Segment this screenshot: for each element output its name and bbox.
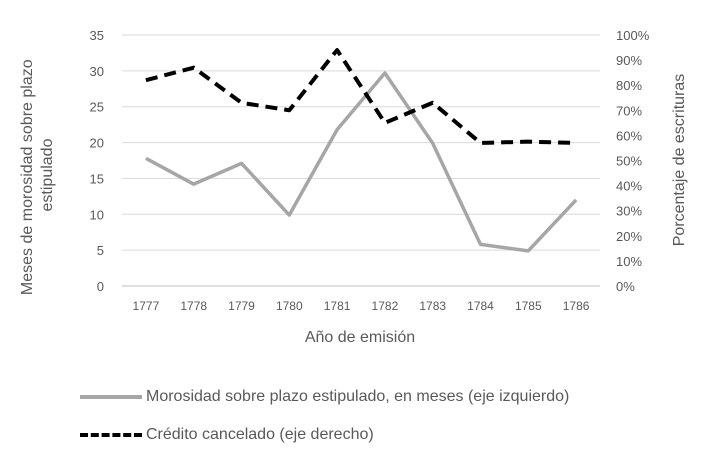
x-tick-label: 1781: [324, 299, 351, 313]
left-tick-label: 30: [90, 64, 104, 79]
right-axis-title: Porcentaje de escrituras: [671, 74, 688, 247]
legend-item-morosidad: Morosidad sobre plazo estipulado, en mes…: [80, 384, 700, 410]
x-tick-label: 1784: [467, 299, 494, 313]
right-tick-label: 0%: [616, 279, 635, 294]
x-axis-ticks: 1777 1778 1779 1780 1781 1782 1783 1784 1785 1786: [133, 299, 590, 313]
gridlines: [122, 34, 600, 287]
x-tick-label: 1780: [276, 299, 303, 313]
x-tick-label: 1785: [515, 299, 542, 313]
left-axis-title: Meses de morosidad sobre plazo estipulad…: [19, 55, 56, 295]
right-tick-label: 30%: [616, 204, 642, 219]
legend-label-credito: Crédito cancelado (eje derecho): [146, 426, 374, 443]
x-tick-label: 1778: [180, 299, 207, 313]
legend-swatch-dashed: [80, 433, 142, 437]
legend: Morosidad sobre plazo estipulado, en mes…: [80, 384, 700, 448]
right-tick-label: 20%: [616, 229, 642, 244]
left-tick-label: 25: [90, 100, 104, 115]
left-axis-ticks: 0 5 10 15 20 25 30 35: [90, 28, 104, 294]
right-tick-label: 50%: [616, 154, 642, 169]
left-tick-label: 10: [90, 207, 104, 222]
left-tick-label: 5: [97, 243, 104, 258]
right-tick-label: 90%: [616, 53, 642, 68]
left-axis-title-line2: estipulado: [39, 138, 56, 211]
legend-item-credito: Crédito cancelado (eje derecho): [80, 422, 700, 448]
line-chart: 0 5 10 15 20 25 30 35 0% 10% 20% 30% 40% 50% 60% 70% 80…: [19, 28, 688, 346]
right-tick-label: 60%: [616, 128, 642, 143]
left-tick-label: 35: [90, 28, 104, 43]
x-tick-label: 1779: [228, 299, 255, 313]
left-tick-label: 20: [90, 136, 104, 151]
right-tick-label: 10%: [616, 254, 642, 269]
x-tick-label: 1786: [563, 299, 590, 313]
left-axis-title-line1: Meses de morosidad sobre plazo: [19, 59, 36, 295]
series-lines: [145, 48, 578, 253]
right-axis-ticks: 0% 10% 20% 30% 40% 50% 60% 70% 80% 90% 100%: [616, 28, 650, 294]
right-tick-label: 40%: [616, 179, 642, 194]
right-tick-label: 70%: [616, 103, 642, 118]
legend-label-morosidad: Morosidad sobre plazo estipulado, en mes…: [146, 388, 570, 405]
x-tick-label: 1783: [419, 299, 446, 313]
left-tick-label: 0: [97, 279, 104, 294]
x-tick-label: 1782: [372, 299, 399, 313]
x-axis-title: Año de emisión: [305, 329, 415, 346]
x-tick-label: 1777: [133, 299, 160, 313]
series-line-1: [145, 71, 578, 253]
right-tick-label: 80%: [616, 78, 642, 93]
right-tick-label: 100%: [616, 28, 650, 43]
legend-swatch-solid: [80, 395, 142, 399]
series-line-2: [145, 48, 577, 145]
left-tick-label: 15: [90, 171, 104, 186]
